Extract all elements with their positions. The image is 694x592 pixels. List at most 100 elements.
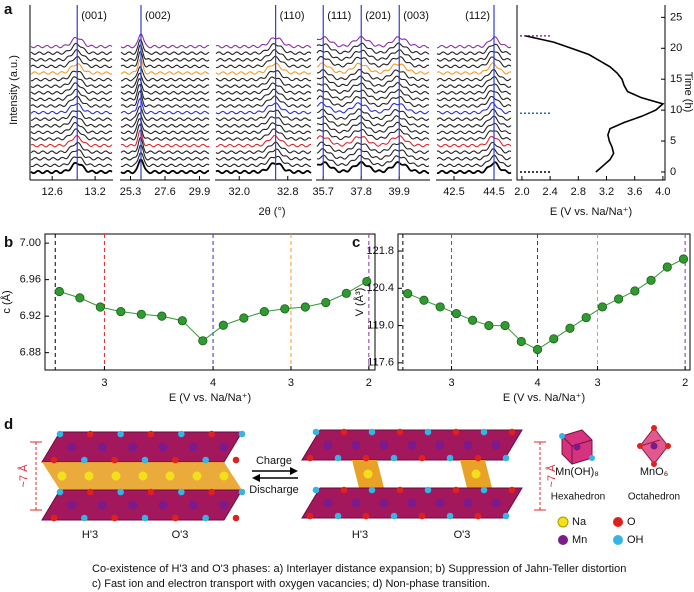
atom	[573, 443, 581, 451]
xrd-trace	[120, 97, 210, 115]
data-point	[300, 302, 310, 312]
xrd-trace	[316, 101, 430, 115]
atoms	[50, 428, 516, 522]
data-point	[403, 289, 413, 299]
data-point	[451, 308, 461, 319]
xrd-trace	[30, 102, 113, 115]
x-tick-label: 35.7	[313, 186, 334, 198]
y-tick-label: 15	[670, 73, 682, 85]
atom	[111, 456, 118, 464]
edge	[639, 439, 661, 447]
y-tick-label: 20	[670, 42, 682, 54]
data-point	[565, 323, 575, 333]
x-tick-label: 13.2	[84, 186, 105, 198]
data-point	[419, 295, 429, 305]
data-point	[678, 254, 689, 264]
xrd-trace	[436, 50, 512, 62]
data-point	[630, 286, 640, 296]
xrd-trace	[215, 76, 312, 88]
xrd-trace	[120, 72, 210, 88]
y-tick-label: 5	[670, 135, 676, 147]
y-axis-label: Time (h)	[682, 72, 694, 113]
xrd-trace	[120, 123, 210, 141]
atom	[84, 471, 94, 481]
y-tick-label: 25	[670, 11, 682, 23]
atom	[192, 471, 202, 481]
xrd-trace	[30, 49, 113, 62]
xrd-trace	[30, 88, 113, 102]
x-tick-label: 25.3	[120, 186, 141, 198]
xrd-trace	[215, 141, 312, 154]
xrd-trace	[316, 68, 430, 82]
panel-label: c	[352, 234, 360, 251]
x-tick-label: 3.6	[627, 186, 642, 198]
xrd-trace	[316, 121, 430, 135]
atom	[50, 456, 58, 464]
xrd-trace	[30, 115, 113, 128]
polyhedron-label: Mn(OH)₈	[555, 466, 599, 478]
atom	[147, 488, 155, 496]
atom	[407, 498, 417, 508]
atom	[306, 454, 314, 462]
xrd-trace	[30, 36, 113, 49]
data-point	[646, 275, 656, 285]
panel-label: a	[4, 1, 13, 18]
xrd-trace	[30, 161, 113, 175]
x-tick-label: 3.2	[599, 186, 614, 198]
atom	[351, 440, 361, 450]
atom	[97, 500, 107, 510]
xrd-trace	[215, 55, 312, 69]
xrd-trace	[215, 109, 312, 121]
x-tick-label: 12.6	[41, 186, 62, 198]
xrd-trace	[30, 156, 113, 168]
atom	[178, 488, 185, 496]
data-point	[95, 302, 105, 312]
atom	[463, 498, 473, 508]
data-point	[259, 306, 269, 317]
data-point	[136, 309, 146, 319]
xrd-trace	[436, 130, 512, 141]
xrd-trace	[437, 161, 512, 174]
xrd-trace	[436, 90, 512, 102]
atom	[56, 430, 64, 438]
y-tick-label: 6.92	[20, 310, 41, 322]
data-point	[597, 302, 608, 312]
y-tick-label: 6.88	[20, 347, 41, 359]
xrd-trace	[316, 88, 430, 102]
legend-label: Na	[572, 516, 587, 528]
atom	[502, 512, 510, 520]
xrd-trace	[316, 141, 430, 154]
xrd-trace	[316, 115, 430, 128]
xrd-trace	[316, 135, 430, 148]
xrd-trace	[120, 105, 210, 121]
atom	[208, 430, 215, 438]
atom	[480, 428, 488, 436]
xrd-trace	[215, 122, 312, 135]
xrd-trace	[215, 95, 312, 108]
xrd-trace	[120, 137, 210, 154]
x-tick-label: 4	[534, 377, 540, 389]
xrd-trace	[316, 95, 430, 108]
data-point	[484, 320, 494, 331]
xrd-trace	[120, 39, 210, 55]
legend-label: Mn	[572, 534, 587, 546]
atom	[178, 430, 185, 438]
atom	[56, 488, 64, 496]
data-point	[614, 294, 624, 304]
spacing-label: ~7 Å	[545, 464, 558, 488]
xrd-trace	[316, 42, 430, 55]
xrd-trace	[215, 43, 312, 55]
atom	[396, 428, 404, 436]
atom	[219, 471, 229, 481]
data-point	[549, 334, 559, 344]
atom	[362, 512, 370, 520]
xrd-trace	[436, 68, 512, 82]
legend-atom	[613, 517, 623, 527]
caption-line: c) Fast ion and electron transport with …	[92, 578, 490, 590]
xrd-trace	[30, 95, 113, 108]
phase-label: O'3	[454, 529, 471, 541]
atom	[111, 471, 121, 481]
peak-label: (201)	[365, 10, 391, 22]
atom	[435, 440, 445, 450]
atom	[452, 428, 460, 436]
